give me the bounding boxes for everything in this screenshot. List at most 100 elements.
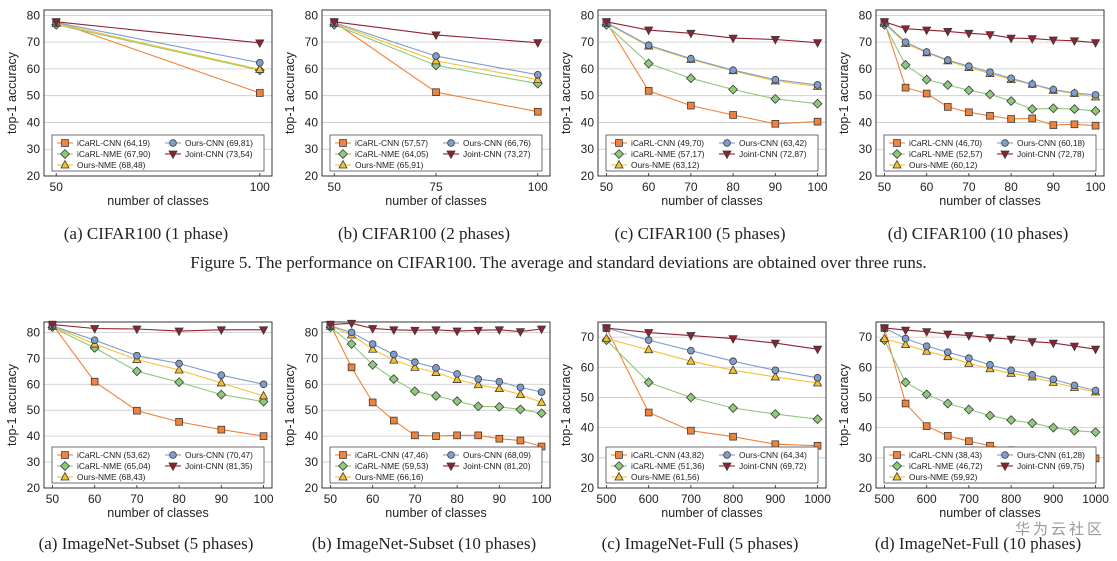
data-point-ours_nme — [473, 379, 483, 389]
legend-marker-ours_cnn — [447, 451, 455, 459]
y-tick-label: 80 — [859, 8, 873, 22]
y-tick-label: 40 — [27, 429, 41, 443]
series-line-ours_cnn — [52, 325, 264, 385]
data-point-icarl_cnn — [259, 432, 268, 440]
data-point-ours_nme — [515, 389, 526, 399]
legend-marker-ours_nme — [614, 471, 624, 481]
data-point-icarl_cnn — [1007, 115, 1015, 123]
data-point-icarl_nme — [985, 410, 995, 421]
data-point-icarl_cnn — [133, 406, 141, 415]
legend-entry: Joint-CNN (72,78) — [1017, 149, 1085, 159]
data-point-icarl_cnn — [255, 89, 264, 97]
legend-box — [883, 446, 1097, 484]
y-tick-label: 60 — [581, 62, 595, 76]
data-point-icarl_cnn — [1091, 121, 1100, 130]
data-point-ours_cnn — [1091, 386, 1100, 395]
data-point-icarl_cnn — [453, 431, 461, 440]
data-point-icarl_nme — [494, 401, 505, 412]
data-point-joint_cnn — [686, 332, 696, 341]
y-tick-label: 80 — [27, 8, 41, 22]
data-point-icarl_cnn — [411, 431, 419, 440]
data-point-ours_cnn — [537, 388, 546, 396]
x-tick-label: 80 — [172, 492, 186, 506]
x-tick-label: 90 — [769, 180, 783, 194]
data-point-icarl_nme — [812, 98, 823, 109]
x-tick-label: 50 — [878, 180, 892, 194]
data-point-icarl_cnn — [1028, 114, 1037, 123]
legend-marker-ours_nme — [338, 159, 348, 169]
data-point-icarl_nme — [1090, 427, 1101, 438]
data-point-ours_nme — [964, 358, 974, 367]
y-tick-label: 30 — [859, 142, 873, 156]
legend-marker-icarl_cnn — [615, 139, 623, 147]
legend-marker-icarl_nme — [338, 149, 348, 159]
data-point-joint_cnn — [985, 31, 995, 40]
data-point-joint_cnn — [216, 326, 227, 336]
data-point-joint_cnn — [943, 28, 953, 37]
data-point-joint_cnn — [601, 324, 612, 334]
data-point-icarl_nme — [963, 85, 974, 96]
data-point-ours_cnn — [1007, 74, 1015, 83]
data-point-ours_cnn — [1070, 89, 1079, 97]
data-point-ours_nme — [174, 364, 184, 374]
y-tick-label: 40 — [305, 115, 319, 129]
y-axis-label: top-1 accuracy — [5, 363, 19, 446]
legend-entry: iCaRL-CNN (53,62) — [77, 450, 150, 460]
data-point-joint_cnn — [473, 326, 483, 336]
data-point-icarl_nme — [258, 396, 269, 407]
y-tick-label: 60 — [859, 62, 873, 76]
data-point-joint_cnn — [643, 26, 654, 36]
data-point-ours_nme — [921, 346, 932, 355]
data-point-joint_cnn — [728, 335, 738, 344]
x-tick-label: 1000 — [1082, 492, 1109, 506]
series-line-icarl_cnn — [56, 21, 260, 94]
data-point-icarl_cnn — [1070, 120, 1079, 129]
x-axis-label: number of classes — [661, 194, 762, 208]
data-point-icarl_cnn — [965, 437, 973, 446]
data-point-icarl_nme — [1006, 415, 1017, 426]
y-tick-label: 60 — [27, 62, 41, 76]
legend-marker-ours_cnn — [447, 139, 455, 147]
data-point-ours_cnn — [255, 58, 264, 67]
data-point-ours_nme — [431, 367, 441, 376]
data-point-ours_nme — [728, 365, 738, 374]
data-point-icarl_cnn — [943, 431, 952, 440]
data-point-ours_cnn — [90, 336, 99, 344]
x-tick-label: 100 — [532, 492, 552, 506]
data-point-ours_cnn — [813, 374, 822, 382]
x-axis-label: number of classes — [939, 194, 1040, 208]
data-point-icarl_nme — [174, 377, 185, 388]
data-point-icarl_nme — [1069, 425, 1080, 436]
legend-entry: iCaRL-NME (51,36) — [631, 461, 705, 471]
data-point-ours_cnn — [1028, 371, 1037, 379]
data-point-joint_cnn — [255, 39, 265, 49]
legend-marker-joint_cnn — [168, 150, 178, 160]
data-point-ours_cnn — [217, 371, 226, 379]
data-point-icarl_nme — [643, 58, 654, 69]
x-tick-label: 100 — [1086, 180, 1106, 194]
panel-caption: (a) ImageNet-Subset (5 phases) — [39, 534, 254, 553]
data-point-icarl_cnn — [644, 408, 653, 417]
legend-marker-icarl_nme — [892, 461, 902, 471]
legend-entry: iCaRL-NME (52,57) — [909, 149, 983, 159]
panel-caption: (b) CIFAR100 (2 phases) — [338, 224, 510, 243]
data-point-joint_cnn — [431, 326, 441, 336]
y-tick-label: 70 — [581, 35, 595, 49]
legend-entry: Ours-NME (66,16) — [355, 472, 424, 482]
data-point-ours_cnn — [943, 348, 952, 356]
chart-panel: 20 30 40 50 60 70 80 50 60 70 80 90 100 number of cla… — [283, 319, 552, 553]
data-point-icarl_cnn — [687, 101, 695, 110]
data-point-icarl_nme — [131, 366, 142, 377]
data-point-joint_cnn — [89, 325, 100, 334]
data-point-icarl_cnn — [217, 425, 226, 434]
legend-marker-ours_cnn — [169, 139, 177, 147]
legend-entry: Ours-NME (61,56) — [631, 472, 700, 482]
legend-marker-icarl_cnn — [893, 451, 901, 459]
data-point-joint_cnn — [879, 324, 890, 334]
data-point-icarl_nme — [942, 398, 953, 409]
data-point-ours_nme — [452, 374, 462, 383]
legend-marker-joint_cnn — [446, 150, 456, 160]
data-point-icarl_cnn — [771, 119, 780, 128]
plot-frame — [597, 9, 827, 177]
y-tick-label: 40 — [27, 115, 41, 129]
